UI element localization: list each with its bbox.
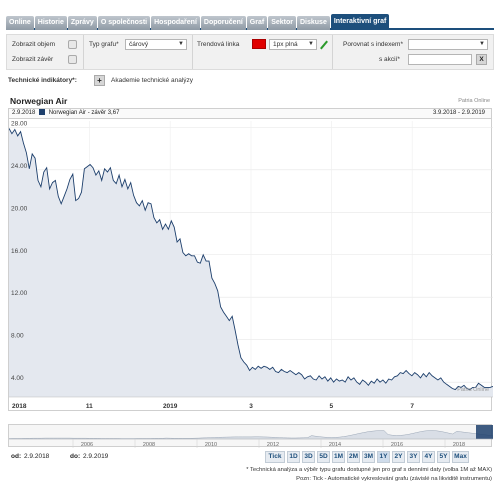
price-chart[interactable]: 4.00 8.00 12.00 16.00 20.00 24.00 28.00 2018 11 2…: [8, 119, 494, 411]
tab-historie[interactable]: Historie: [34, 16, 67, 30]
add-indicator-button[interactable]: +: [94, 75, 105, 86]
trend-style-select[interactable]: 1px plná ▼: [269, 39, 317, 50]
x-tick-label: 11: [86, 403, 93, 410]
trend-color-swatch[interactable]: [252, 39, 266, 49]
x-tick-label: 2018: [12, 403, 27, 410]
navigator-year-label: 2006: [81, 442, 93, 448]
chart-type-label: Typ grafu*: [89, 41, 119, 48]
compare-index-label: Porovnat s indexem*: [343, 41, 403, 48]
chevron-down-icon: ▼: [308, 41, 314, 47]
y-tick-label: 8.00: [11, 333, 24, 340]
navigator-year-label: 2008: [143, 442, 155, 448]
navigator-history-area: [8, 430, 494, 440]
y-tick-label: 24.00: [11, 163, 28, 170]
navigator-year-label: 2010: [205, 442, 217, 448]
tab-hospoda-en-[interactable]: Hospodaření: [151, 16, 200, 30]
legend-series: Norwegian Air - závěr 3,67: [48, 110, 120, 116]
range-button-max[interactable]: Max: [452, 451, 469, 463]
to-date[interactable]: 2.9.2019: [83, 453, 109, 460]
navigator[interactable]: 2006 2008 2010 2012 2014 2016 2018: [8, 424, 494, 448]
x-tick-label: 5: [330, 403, 334, 410]
range-button-tick[interactable]: Tick: [265, 451, 285, 463]
show-close-checkbox[interactable]: [68, 55, 77, 64]
price-area: [9, 128, 493, 397]
tab-diskuse[interactable]: Diskuse: [297, 16, 330, 30]
y-tick-label: 28.00: [11, 120, 28, 127]
x-tick-label: 2019: [163, 403, 178, 410]
tab-sektor[interactable]: Sektor: [268, 16, 296, 30]
indicators-label: Technické indikátory*:: [8, 77, 77, 84]
navigator-year-label: 2018: [453, 442, 465, 448]
tab-zpr-vy[interactable]: Zprávy: [67, 16, 97, 30]
divider: [332, 35, 333, 69]
chart-legend: 2.9.2018 Norwegian Air - závěr 3,67 3.9.…: [8, 108, 492, 119]
chevron-down-icon: ▼: [479, 41, 485, 47]
from-date[interactable]: 2.9.2018: [24, 453, 50, 460]
chart-controls: Zobrazit objem Zobrazit závěr Typ grafu*…: [6, 34, 494, 70]
range-button-3y[interactable]: 3Y: [407, 451, 420, 463]
price-line: [8, 128, 494, 391]
range-button-5d[interactable]: 5D: [317, 451, 330, 463]
series-color-swatch: [39, 109, 46, 115]
pen-icon[interactable]: [320, 40, 328, 50]
legend-entry: 2.9.2018 Norwegian Air - závěr 3,67: [12, 109, 119, 118]
range-button-4y[interactable]: 4Y: [422, 451, 435, 463]
x-tick-label: 7: [410, 403, 414, 410]
range-button-1d[interactable]: 1D: [287, 451, 300, 463]
y-tick-label: 20.00: [11, 205, 28, 212]
navigator-year-label: 2014: [329, 442, 341, 448]
trend-line-label: Trendová linka: [197, 41, 240, 48]
clear-button[interactable]: X: [476, 54, 487, 65]
show-close-label: Zobrazit závěr: [12, 56, 54, 63]
x-tick-label: 3: [249, 403, 253, 410]
range-button-1m[interactable]: 1M: [332, 451, 345, 463]
footnote-tech: * Technická analýza a výběr typu grafu d…: [246, 467, 492, 473]
range-button-2m[interactable]: 2M: [347, 451, 360, 463]
indicators-row: Technické indikátory*: + Akademie techni…: [6, 73, 494, 89]
navigator-selection[interactable]: [476, 425, 493, 439]
tab-doporu-en-[interactable]: Doporučení: [200, 16, 246, 30]
y-tick-label: 16.00: [11, 248, 28, 255]
legend-range: 3.9.2018 - 2.9.2019: [432, 110, 485, 116]
to-label: do:: [70, 453, 81, 460]
y-tick-label: 12.00: [11, 290, 28, 297]
source-watermark: Patria Online: [457, 387, 489, 393]
compare-stock-input[interactable]: [408, 54, 472, 65]
show-volume-checkbox[interactable]: [68, 40, 77, 49]
academy-link[interactable]: Akademie technické analýzy: [111, 77, 194, 84]
range-button-3d[interactable]: 3D: [302, 451, 315, 463]
tab-interaktivn-graf[interactable]: Interaktivní graf: [330, 14, 390, 30]
range-button-1y[interactable]: 1Y: [377, 451, 390, 463]
from-label: od:: [11, 453, 22, 460]
show-volume-label: Zobrazit objem: [12, 41, 55, 48]
navigator-year-label: 2016: [391, 442, 403, 448]
range-button-2y[interactable]: 2Y: [392, 451, 405, 463]
legend-date: 2.9.2018: [12, 110, 36, 116]
tab-online[interactable]: Online: [6, 16, 34, 30]
navigator-chart[interactable]: 2006 2008 2010 2012 2014 2016 2018: [8, 425, 494, 448]
tab-graf[interactable]: Graf: [246, 16, 268, 30]
divider: [83, 35, 84, 69]
chart-plot[interactable]: 4.00 8.00 12.00 16.00 20.00 24.00 28.00 2018 11 2…: [8, 119, 494, 411]
range-row: od: 2.9.2018 do: 2.9.2019 Tick 1D 3D 5D 1M 2M…: [8, 451, 492, 465]
chart-type-select[interactable]: čárový ▼: [125, 39, 187, 50]
chart-type-value: čárový: [129, 41, 149, 48]
tab-bar: Online Historie Zprávy O společnosti Hospoda…: [6, 14, 494, 30]
compare-stock-label: s akcií*: [379, 56, 400, 63]
range-button-5y[interactable]: 5Y: [437, 451, 450, 463]
navigator-year-label: 2012: [267, 442, 279, 448]
divider: [192, 35, 193, 69]
y-tick-label: 4.00: [11, 375, 24, 382]
chevron-down-icon: ▼: [178, 41, 184, 47]
chart-title: Norwegian Air: [10, 96, 68, 106]
trend-style-value: 1px plná: [273, 41, 298, 48]
source-credit: Patria Online: [458, 98, 490, 104]
tab-o-spole-nosti[interactable]: O společnosti: [97, 16, 151, 30]
range-button-3m[interactable]: 3M: [362, 451, 375, 463]
compare-index-select[interactable]: ▼: [408, 39, 488, 50]
footnote-tick: Pozn: Tick - Automatické vykreslování gr…: [296, 476, 492, 482]
